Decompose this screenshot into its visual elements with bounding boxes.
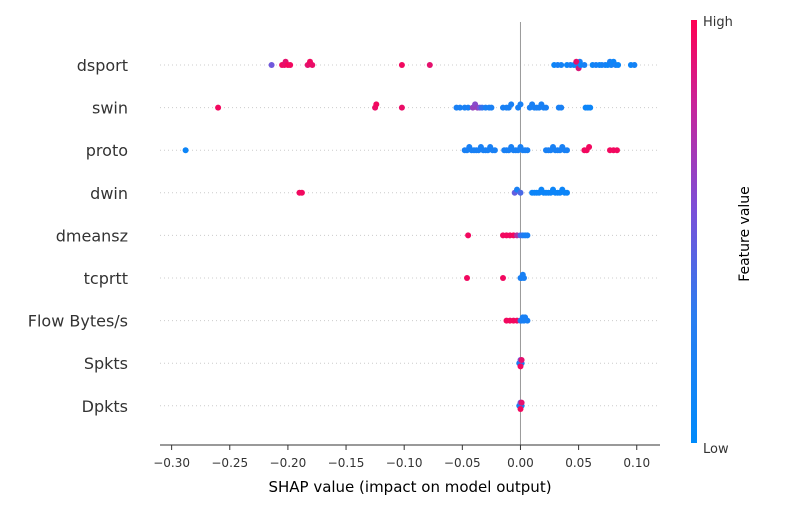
colorbar-high-label: High — [703, 15, 733, 30]
x-tick-label: −0.30 — [153, 456, 190, 470]
x-axis-label: SHAP value (impact on model output) — [268, 478, 551, 496]
shap-point — [500, 275, 506, 281]
feature-label: dsport — [77, 56, 128, 75]
shap-point — [517, 363, 524, 370]
shap-point — [298, 189, 305, 196]
shap-point — [543, 104, 549, 111]
feature-label: dmeansz — [56, 226, 128, 245]
shap-point — [426, 62, 433, 68]
shap-point — [517, 406, 524, 412]
shap-point — [573, 58, 580, 65]
shap-points — [182, 58, 638, 412]
colorbar-gradient — [691, 20, 697, 443]
shap-point — [488, 104, 495, 111]
shap-point — [564, 147, 570, 154]
shap-point — [524, 317, 531, 324]
shap-point — [518, 357, 525, 363]
shap-point — [508, 101, 515, 108]
shap-point — [518, 399, 525, 406]
colorbar-low-label: Low — [703, 442, 729, 457]
shap-point — [182, 147, 189, 154]
shap-point — [558, 104, 565, 111]
shap-point — [517, 189, 524, 196]
shap-point — [586, 144, 593, 150]
shap-point — [465, 104, 472, 111]
shap-point — [309, 62, 316, 68]
shap-point — [587, 104, 594, 111]
x-tick-label: 0.10 — [623, 456, 650, 470]
shap-point — [398, 62, 405, 68]
shap-point — [268, 62, 275, 68]
x-tick-label: −0.20 — [270, 456, 307, 470]
shap-point — [564, 189, 570, 196]
feature-label: tcprtt — [84, 269, 128, 288]
shap-point — [558, 62, 565, 68]
feature-label: swin — [92, 99, 128, 118]
shap-point — [215, 104, 222, 111]
x-axis: −0.30 −0.25 −0.20 −0.15 −0.10 −0.05 0.00 0.05 0.… — [153, 444, 660, 470]
feature-label: proto — [86, 141, 128, 160]
shap-point — [491, 147, 498, 154]
colorbar: High Low Feature value — [691, 15, 753, 457]
shap-point — [517, 101, 524, 108]
feature-label: Flow Bytes/s — [28, 312, 128, 331]
x-tick-label: 0.00 — [507, 456, 534, 470]
x-tick-label: −0.25 — [211, 456, 248, 470]
shap-point — [465, 232, 472, 239]
feature-rows: dsport swin proto dwin dmeansz tcprtt Flow Byt… — [28, 56, 660, 416]
shap-point — [581, 62, 588, 68]
shap-point — [521, 275, 527, 281]
shap-point — [631, 62, 638, 68]
shap-point — [373, 101, 380, 108]
shap-point — [614, 147, 620, 154]
shap-point — [287, 62, 294, 68]
shap-point — [398, 104, 405, 111]
feature-label: Spkts — [84, 354, 128, 373]
shap-point — [615, 62, 622, 68]
x-tick-label: −0.05 — [444, 456, 481, 470]
feature-label: dwin — [90, 184, 128, 203]
x-tick-label: 0.05 — [565, 456, 592, 470]
shap-point — [457, 104, 463, 111]
x-tick-label: −0.10 — [386, 456, 423, 470]
shap-point — [524, 147, 531, 154]
shap-point — [524, 232, 531, 239]
colorbar-title: Feature value — [737, 186, 753, 282]
shap-point — [464, 275, 470, 281]
feature-label: Dpkts — [82, 397, 128, 416]
x-tick-label: −0.15 — [328, 456, 365, 470]
